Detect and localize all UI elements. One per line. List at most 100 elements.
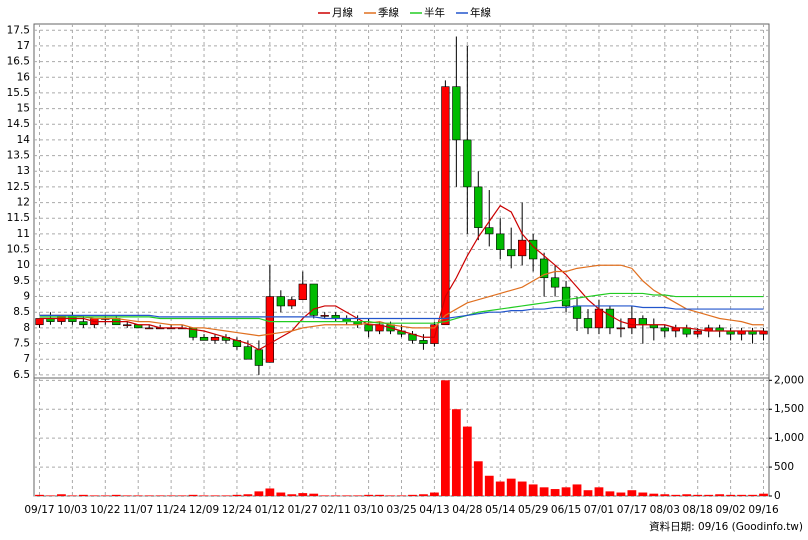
- volume-bar: [287, 494, 297, 496]
- y-tick-label: 15.5: [7, 87, 30, 99]
- x-tick-label: 11/07: [123, 504, 153, 516]
- y-tick-label: 10: [17, 259, 30, 271]
- y-tick-label: 16: [17, 71, 31, 83]
- volume-bar: [616, 492, 626, 496]
- volume-bar: [57, 494, 66, 496]
- volume-bar: [89, 495, 99, 496]
- volume-bar: [386, 495, 395, 496]
- candle-body: [243, 346, 253, 360]
- volume-bar: [188, 494, 198, 496]
- volume-bar: [462, 426, 472, 496]
- candle-body: [550, 277, 560, 288]
- volume-bar: [265, 488, 275, 496]
- candle-body: [430, 324, 439, 344]
- volume-bar: [111, 494, 121, 496]
- candle-body: [441, 86, 450, 326]
- candle-body: [145, 327, 154, 330]
- x-tick-label: 12/24: [222, 504, 253, 516]
- x-tick-label: 04/13: [419, 504, 449, 516]
- y-tick-label: 9.5: [13, 275, 30, 287]
- volume-bar: [473, 461, 483, 496]
- candle-body: [572, 305, 582, 319]
- x-tick-label: 08/18: [683, 504, 713, 516]
- candle-body: [616, 327, 626, 330]
- x-tick-label: 05/14: [485, 504, 516, 516]
- volume-bar: [528, 484, 538, 496]
- y-tick-label: 12.5: [7, 181, 30, 193]
- volume-bar: [408, 494, 417, 496]
- candle-body: [474, 186, 483, 228]
- x-tick-label: 03/10: [353, 504, 383, 516]
- volume-bar: [539, 487, 549, 496]
- candle-body: [364, 324, 373, 332]
- volume-bar: [517, 481, 527, 496]
- y-tick-label: 12: [17, 197, 30, 209]
- volume-bar: [133, 495, 143, 496]
- volume-bar: [353, 495, 363, 496]
- candle-body: [320, 315, 329, 317]
- volume-bar: [638, 492, 648, 496]
- x-tick-label: 09/02: [715, 504, 745, 516]
- x-tick-label: 01/12: [255, 504, 285, 516]
- volume-bar: [594, 487, 604, 496]
- volume-bar: [649, 493, 659, 496]
- x-tick-label: 09/17: [24, 504, 54, 516]
- candle-body: [693, 330, 702, 335]
- y-tick-label: 7.5: [13, 338, 30, 350]
- candle-body: [287, 299, 296, 307]
- volume-bar: [144, 495, 154, 496]
- volume-bar: [320, 495, 330, 496]
- x-tick-label: 10/03: [57, 504, 87, 516]
- volume-bar: [331, 495, 341, 496]
- volume-bar: [484, 475, 494, 496]
- candle-body: [605, 308, 615, 329]
- x-tick-label: 06/15: [551, 504, 581, 516]
- y-tick-label: 14.5: [7, 118, 30, 130]
- volume-bar: [660, 494, 670, 496]
- candle-body: [276, 296, 285, 307]
- volume-bar: [583, 490, 593, 496]
- candle-body: [463, 139, 472, 188]
- volume-bar: [166, 495, 176, 496]
- candle-body: [660, 327, 669, 332]
- x-tick-label: 01/27: [288, 504, 318, 516]
- x-tick-label: 10/22: [90, 504, 120, 516]
- y-tick-label: 7: [23, 353, 30, 365]
- legend-label: 季線: [378, 6, 399, 19]
- volume-bar: [737, 494, 746, 496]
- volume-bar: [364, 494, 373, 496]
- y-tick-label: 16.5: [7, 56, 30, 68]
- y2-tick-label: 1,000: [774, 432, 804, 444]
- volume-bar: [375, 494, 384, 496]
- x-tick-label: 08/03: [650, 504, 680, 516]
- candle-body: [419, 340, 428, 344]
- ma-line: [39, 305, 764, 320]
- legend-label: 月線: [332, 6, 353, 19]
- volume-bar: [605, 491, 615, 496]
- candle-body: [539, 258, 549, 279]
- candle-body: [452, 86, 461, 141]
- candle-body: [561, 286, 571, 307]
- x-tick-label: 09/16: [748, 504, 779, 516]
- candle-body: [594, 308, 604, 329]
- volume-bar: [155, 495, 165, 496]
- volume-bar: [276, 492, 286, 496]
- y2-tick-label: 2,000: [774, 374, 804, 386]
- x-tick-label: 04/28: [452, 504, 482, 516]
- volume-bar: [254, 491, 264, 496]
- candle-body: [485, 227, 494, 235]
- y-tick-label: 8.5: [13, 306, 30, 318]
- volume-bar: [122, 495, 132, 496]
- volume-bar: [440, 380, 450, 496]
- candle-body: [583, 318, 593, 329]
- volume-bar: [35, 494, 44, 496]
- volume-bar: [210, 495, 220, 496]
- volume-bar: [419, 494, 428, 496]
- volume-bar: [309, 493, 319, 496]
- legend-label: 年線: [470, 6, 491, 19]
- candle-body: [254, 349, 264, 366]
- volume-bar: [748, 494, 757, 496]
- ma-line: [39, 292, 764, 324]
- candle-body: [199, 336, 209, 341]
